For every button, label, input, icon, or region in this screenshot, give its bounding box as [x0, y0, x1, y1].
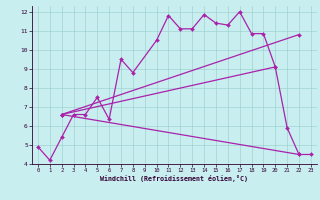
X-axis label: Windchill (Refroidissement éolien,°C): Windchill (Refroidissement éolien,°C) — [100, 175, 248, 182]
